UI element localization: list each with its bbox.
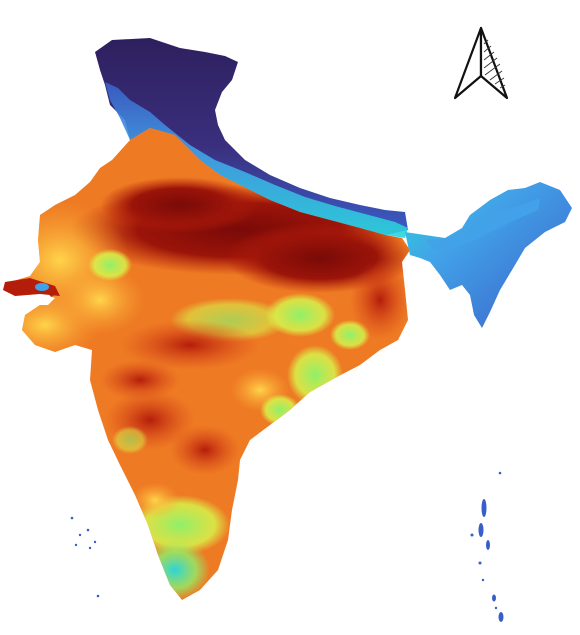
foothill-band (105, 82, 408, 238)
himalaya-region (95, 38, 408, 235)
north-arrow-icon (453, 26, 509, 100)
andaman-nicobar-islands (470, 471, 504, 622)
northeast-region (405, 182, 572, 328)
brahmaputra-valley (425, 198, 540, 250)
kutch-land (3, 278, 60, 296)
mainland-heat (5, 128, 410, 600)
lakshadweep-islands (70, 516, 100, 598)
kutch-lake (35, 283, 49, 291)
